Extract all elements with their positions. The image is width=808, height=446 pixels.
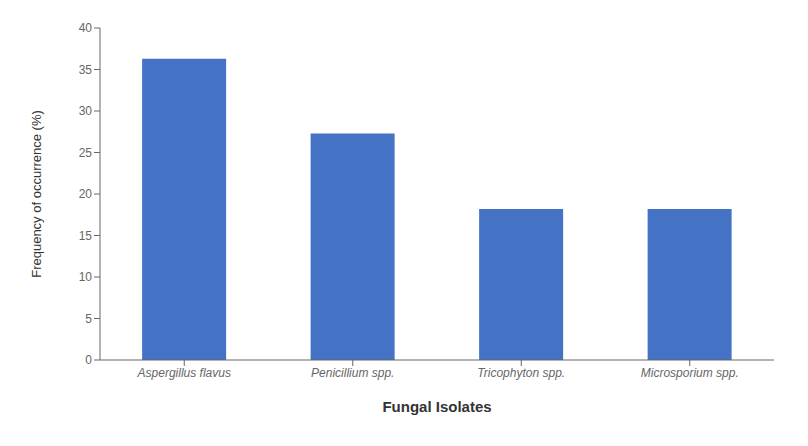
svg-text:10: 10	[79, 270, 93, 284]
svg-text:0: 0	[85, 353, 92, 367]
svg-text:5: 5	[85, 312, 92, 326]
svg-text:35: 35	[79, 63, 93, 77]
svg-text:40: 40	[79, 21, 93, 35]
svg-text:Aspergillus flavus: Aspergillus flavus	[137, 366, 231, 380]
svg-text:Penicillium spp.: Penicillium spp.	[311, 366, 394, 380]
svg-text:30: 30	[79, 104, 93, 118]
svg-text:20: 20	[79, 187, 93, 201]
svg-text:15: 15	[79, 229, 93, 243]
svg-text:25: 25	[79, 146, 93, 160]
svg-text:Tricophyton spp.: Tricophyton spp.	[477, 366, 565, 380]
svg-text:Frequency of occurrence (%): Frequency of occurrence (%)	[29, 110, 44, 278]
svg-text:Microsporium spp.: Microsporium spp.	[641, 366, 739, 380]
svg-text:Fungal Isolates: Fungal Isolates	[382, 398, 491, 415]
